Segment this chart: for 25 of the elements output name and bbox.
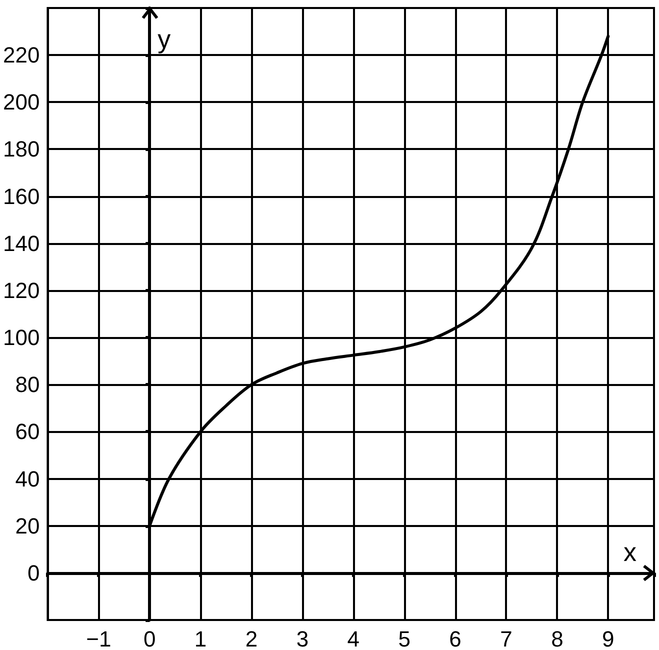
y-tick-label: 120 — [2, 278, 40, 303]
x-tick-label: 0 — [143, 626, 156, 650]
x-tick-label: 9 — [602, 626, 614, 650]
x-tick-label: 5 — [398, 626, 410, 650]
y-tick-label: 20 — [15, 513, 40, 538]
x-tick-label: 2 — [245, 626, 258, 650]
y-tick-label: 180 — [2, 136, 40, 162]
y-tick-label: 40 — [15, 466, 40, 492]
y-tick-label: 160 — [2, 184, 40, 209]
x-tick-label: 6 — [449, 626, 462, 650]
y-tick-label: 100 — [2, 325, 40, 350]
y-tick-label: 60 — [15, 419, 40, 444]
y-tick-label: 80 — [15, 372, 40, 398]
y-axis-title: y — [158, 24, 171, 54]
y-tick-label: 0 — [27, 560, 40, 586]
x-tick-label: 3 — [296, 626, 309, 650]
x-tick-label: 7 — [500, 626, 512, 650]
x-tick-label: 1 — [194, 626, 207, 650]
x-tick-label: 4 — [347, 626, 360, 650]
x-axis-title: x — [624, 536, 636, 567]
x-tick-label: 8 — [551, 626, 564, 650]
y-tick-label: 220 — [2, 42, 40, 68]
y-tick-label: 140 — [2, 230, 40, 256]
x-tick-label: −1 — [86, 626, 112, 650]
y-tick-label: 200 — [2, 90, 40, 115]
